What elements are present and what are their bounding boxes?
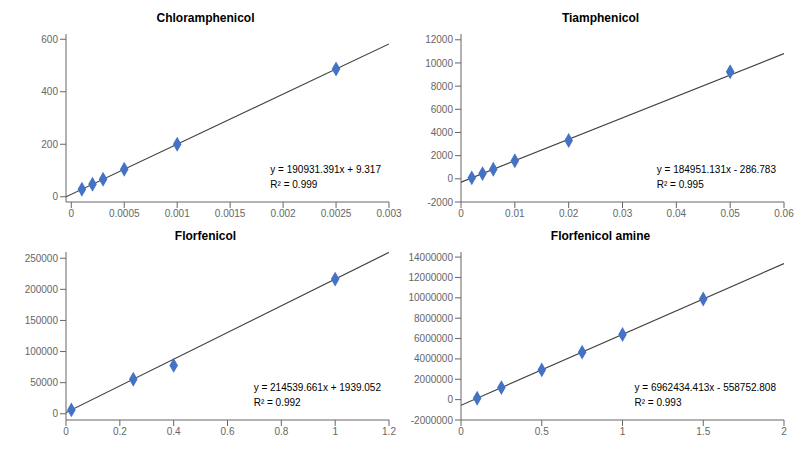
svg-text:0.0025: 0.0025 xyxy=(321,208,352,219)
svg-text:0.2: 0.2 xyxy=(113,426,127,437)
html-text:R² = 0.999: R² = 0.999 xyxy=(270,179,318,190)
svg-text:150000: 150000 xyxy=(25,315,59,326)
svg-text:0.8: 0.8 xyxy=(274,426,288,437)
svg-text:0: 0 xyxy=(447,394,453,405)
svg-text:6000: 6000 xyxy=(431,104,454,115)
svg-text:0.0015: 0.0015 xyxy=(215,208,246,219)
svg-text:8000: 8000 xyxy=(431,81,454,92)
html-text:Florfenicol: Florfenicol xyxy=(174,229,237,243)
svg-text:4000000: 4000000 xyxy=(414,353,453,364)
svg-text:12000000: 12000000 xyxy=(409,272,454,283)
html-text:Tiamphenicol: Tiamphenicol xyxy=(561,11,640,25)
svg-text:2000: 2000 xyxy=(431,150,454,161)
svg-text:6000000: 6000000 xyxy=(414,333,453,344)
html-text:R² = 0.992: R² = 0.992 xyxy=(253,397,301,408)
svg-text:0: 0 xyxy=(458,426,464,437)
html-text:Chloramphenicol: Chloramphenicol xyxy=(156,11,255,25)
svg-text:0.002: 0.002 xyxy=(271,208,296,219)
svg-text:0.0005: 0.0005 xyxy=(109,208,140,219)
svg-text:0.4: 0.4 xyxy=(167,426,181,437)
html-text:R² = 0.995: R² = 0.995 xyxy=(656,179,704,190)
svg-text:10000: 10000 xyxy=(425,58,453,69)
html-text:R² = 0.993: R² = 0.993 xyxy=(634,397,682,408)
svg-text:8000000: 8000000 xyxy=(414,313,453,324)
svg-text:14000000: 14000000 xyxy=(409,252,454,263)
svg-text:200: 200 xyxy=(41,139,58,150)
svg-text:200000: 200000 xyxy=(25,284,59,295)
svg-text:0.003: 0.003 xyxy=(376,208,401,219)
svg-text:1.5: 1.5 xyxy=(696,426,710,437)
svg-text:0.05: 0.05 xyxy=(720,208,740,219)
svg-text:2000000: 2000000 xyxy=(414,374,453,385)
html-text:y = 6962434.413x - 558752.808: y = 6962434.413x - 558752.808 xyxy=(634,382,776,393)
svg-text:0: 0 xyxy=(458,208,464,219)
svg-text:4000: 4000 xyxy=(431,127,454,138)
svg-text:0: 0 xyxy=(69,208,75,219)
svg-text:-2000000: -2000000 xyxy=(411,415,454,426)
svg-text:600: 600 xyxy=(41,34,58,45)
svg-text:0.6: 0.6 xyxy=(221,426,235,437)
svg-text:1.2: 1.2 xyxy=(382,426,396,437)
svg-text:10000000: 10000000 xyxy=(409,292,454,303)
svg-text:0.06: 0.06 xyxy=(774,208,794,219)
html-text:y = 214539.661x + 1939.052: y = 214539.661x + 1939.052 xyxy=(253,382,381,393)
svg-text:0.04: 0.04 xyxy=(667,208,687,219)
svg-text:0.001: 0.001 xyxy=(165,208,190,219)
html-text:y = 190931.391x + 9.317: y = 190931.391x + 9.317 xyxy=(270,164,381,175)
svg-text:12000: 12000 xyxy=(425,34,453,45)
svg-text:-2000: -2000 xyxy=(427,197,453,208)
svg-text:2: 2 xyxy=(781,426,787,437)
svg-text:0.5: 0.5 xyxy=(535,426,549,437)
svg-text:400: 400 xyxy=(41,86,58,97)
svg-text:50000: 50000 xyxy=(30,377,58,388)
svg-text:0.01: 0.01 xyxy=(505,208,525,219)
svg-text:1: 1 xyxy=(332,426,338,437)
svg-text:0: 0 xyxy=(63,426,69,437)
svg-text:0: 0 xyxy=(52,408,58,419)
svg-text:1: 1 xyxy=(620,426,626,437)
svg-text:0.03: 0.03 xyxy=(613,208,633,219)
html-text:Florfenicol amine: Florfenicol amine xyxy=(550,229,651,243)
html-text:y = 184951.131x - 286.783: y = 184951.131x - 286.783 xyxy=(656,164,776,175)
svg-text:0.02: 0.02 xyxy=(559,208,579,219)
svg-text:100000: 100000 xyxy=(25,346,59,357)
svg-text:0: 0 xyxy=(52,191,58,202)
svg-text:250000: 250000 xyxy=(25,253,59,264)
svg-text:0: 0 xyxy=(447,173,453,184)
